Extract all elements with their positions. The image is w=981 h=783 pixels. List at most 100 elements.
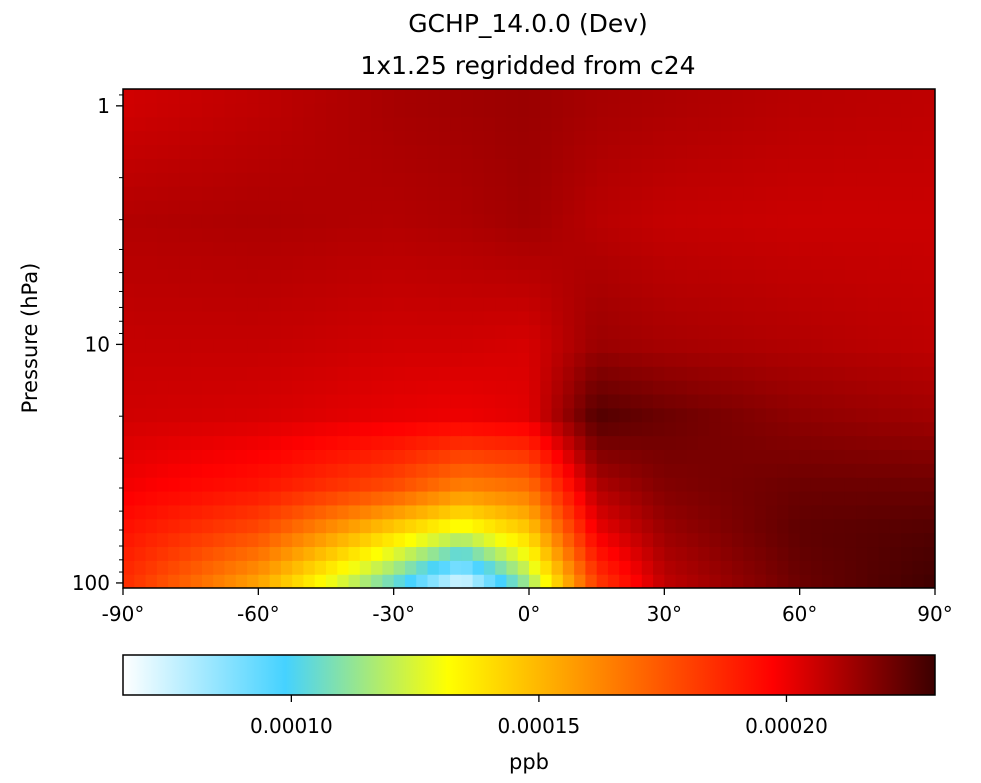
heatmap-cell <box>483 186 496 201</box>
heatmap-cell <box>596 574 609 588</box>
heatmap-cell <box>145 241 158 256</box>
heatmap-cell <box>145 463 158 478</box>
heatmap-cell <box>314 546 327 561</box>
heatmap-cell <box>393 490 406 506</box>
heatmap-cell <box>540 477 553 492</box>
heatmap-cell <box>709 144 722 159</box>
heatmap-cell <box>889 102 902 118</box>
heatmap-cell <box>686 89 699 104</box>
heatmap-cell <box>551 255 564 270</box>
heatmap-cell <box>540 89 553 104</box>
heatmap-cell <box>675 380 688 395</box>
heatmap-cell <box>675 463 688 478</box>
heatmap-cell <box>585 116 598 132</box>
heatmap-cell <box>472 241 485 256</box>
heatmap-cell <box>314 283 327 298</box>
heatmap-cell <box>156 463 169 478</box>
heatmap-cell <box>303 310 316 326</box>
heatmap-cell <box>393 199 406 215</box>
heatmap-cell <box>777 380 789 395</box>
heatmap-cell <box>867 338 880 353</box>
heatmap-cell <box>359 186 372 201</box>
heatmap-cell <box>134 324 147 340</box>
heatmap-cell <box>754 269 767 284</box>
heatmap-cell <box>856 449 868 464</box>
heatmap-cell <box>833 269 846 284</box>
heatmap-cell <box>923 213 935 229</box>
heatmap-cell <box>777 269 789 284</box>
heatmap-cell <box>856 227 868 243</box>
heatmap-cell <box>280 269 293 284</box>
heatmap-cell <box>675 407 688 423</box>
heatmap-cell <box>506 296 519 312</box>
heatmap-cell <box>213 283 226 298</box>
heatmap-cell <box>438 518 451 534</box>
heatmap-cell <box>145 310 158 326</box>
heatmap-cell <box>653 241 665 256</box>
heatmap-cell <box>607 144 620 159</box>
heatmap-cell <box>912 116 925 132</box>
heatmap-cell <box>359 504 372 520</box>
heatmap-cell <box>856 490 868 506</box>
heatmap-cell <box>765 310 778 326</box>
heatmap-cell <box>371 144 383 159</box>
heatmap-cell <box>371 574 383 588</box>
heatmap-cell <box>765 144 778 159</box>
heatmap-cell <box>867 574 880 588</box>
heatmap-cell <box>777 407 789 423</box>
heatmap-cell <box>461 116 474 132</box>
heatmap-cell <box>134 227 147 243</box>
heatmap-cell <box>201 463 214 478</box>
heatmap-cell <box>867 532 880 548</box>
heatmap-cell <box>833 407 846 423</box>
heatmap-cell <box>427 463 440 478</box>
heatmap-cell <box>867 116 880 132</box>
heatmap-cell <box>923 504 935 520</box>
heatmap-cell <box>201 518 214 534</box>
heatmap-cell <box>641 324 654 340</box>
heatmap-cell <box>653 213 665 229</box>
heatmap-cell <box>641 186 654 201</box>
heatmap-cell <box>450 227 462 243</box>
heatmap-cell <box>235 89 248 104</box>
heatmap-cell <box>517 574 530 588</box>
heatmap-cell <box>190 546 203 561</box>
heatmap-cell <box>607 241 620 256</box>
heatmap-cell <box>585 89 598 104</box>
heatmap-cell <box>788 560 801 575</box>
heatmap-cell <box>280 172 293 187</box>
heatmap-cell <box>314 241 327 256</box>
heatmap-cell <box>607 269 620 284</box>
heatmap-cell <box>382 560 395 575</box>
heatmap-cell <box>788 504 801 520</box>
heatmap-cell <box>540 449 553 464</box>
heatmap-cell <box>247 296 259 312</box>
heatmap-cell <box>562 255 575 270</box>
heatmap-cell <box>371 407 383 423</box>
heatmap-cell <box>393 116 406 132</box>
heatmap-cell <box>303 421 316 437</box>
heatmap-cell <box>901 158 914 173</box>
heatmap-cell <box>359 407 372 423</box>
heatmap-cell <box>889 366 902 381</box>
heatmap-cell <box>540 532 553 548</box>
heatmap-cell <box>709 89 722 104</box>
heatmap-cell <box>765 463 778 478</box>
heatmap-cell <box>856 421 868 437</box>
heatmap-cell <box>269 269 282 284</box>
heatmap-cell <box>359 283 372 298</box>
heatmap-cell <box>641 158 654 173</box>
heatmap-cell <box>551 269 564 284</box>
heatmap-cell <box>168 407 180 423</box>
heatmap-cell <box>754 504 767 520</box>
heatmap-cell <box>743 366 756 381</box>
heatmap-cell <box>495 283 508 298</box>
heatmap-cell <box>145 407 158 423</box>
heatmap-cell <box>506 255 519 270</box>
heatmap-cell <box>551 463 564 478</box>
heatmap-cell <box>743 338 756 353</box>
heatmap-cell <box>664 213 677 229</box>
heatmap-cell <box>923 380 935 395</box>
heatmap-cell <box>427 89 440 104</box>
heatmap-cell <box>867 435 880 450</box>
